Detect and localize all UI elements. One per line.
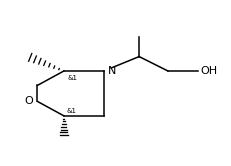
Text: O: O: [24, 96, 33, 106]
Text: N: N: [108, 66, 116, 76]
Text: &1: &1: [66, 108, 76, 114]
Text: &1: &1: [67, 75, 77, 81]
Text: OH: OH: [201, 66, 218, 76]
